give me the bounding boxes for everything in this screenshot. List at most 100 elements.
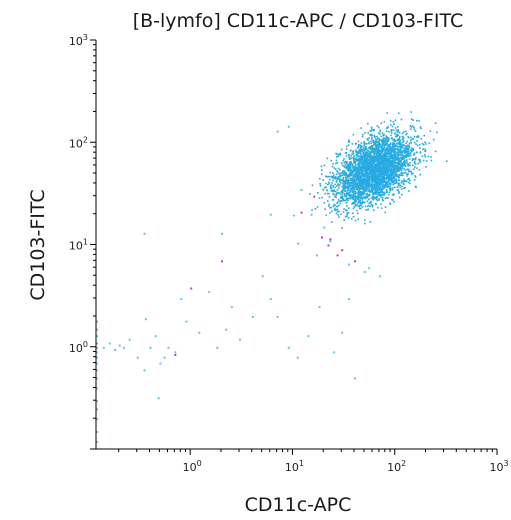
data-point — [378, 188, 381, 190]
data-point — [397, 162, 400, 165]
data-point — [368, 141, 370, 144]
data-point — [367, 153, 369, 155]
data-point — [356, 174, 358, 176]
data-point — [349, 183, 351, 186]
data-point — [366, 167, 368, 169]
data-point — [358, 170, 360, 173]
data-point — [379, 161, 382, 163]
data-point — [360, 157, 363, 160]
data-point — [375, 202, 377, 205]
data-point — [348, 158, 351, 160]
x-axis-label: CD11c-APC — [245, 494, 352, 516]
data-point — [379, 129, 381, 131]
data-point — [338, 204, 340, 207]
data-point — [375, 150, 378, 152]
data-point — [383, 173, 385, 175]
data-point — [347, 176, 349, 178]
data-point — [96, 362, 98, 365]
data-point — [367, 166, 369, 168]
data-point — [359, 155, 361, 158]
data-point — [336, 189, 339, 191]
data-point — [414, 185, 417, 188]
data-point — [346, 169, 349, 171]
data-point — [378, 168, 381, 170]
data-point — [128, 338, 131, 341]
data-point — [421, 155, 424, 157]
data-point — [428, 142, 431, 144]
data-point — [407, 178, 409, 181]
data-point — [348, 161, 351, 163]
data-point — [353, 178, 355, 181]
data-point — [370, 142, 372, 145]
data-point — [371, 169, 373, 172]
data-point — [357, 205, 359, 207]
data-point — [352, 196, 354, 199]
data-point — [364, 219, 366, 221]
data-point — [424, 155, 426, 158]
data-point — [337, 214, 339, 216]
data-point — [373, 149, 375, 151]
data-point — [348, 163, 350, 166]
data-point — [384, 197, 387, 200]
data-point — [358, 158, 360, 161]
data-point — [393, 157, 395, 159]
data-point — [375, 153, 377, 155]
data-point — [362, 160, 365, 163]
data-point — [344, 199, 347, 202]
data-point — [326, 157, 329, 160]
data-point — [387, 175, 389, 178]
data-point — [407, 149, 409, 151]
data-point — [375, 177, 377, 179]
data-point — [378, 170, 381, 173]
data-point — [392, 183, 394, 186]
data-point — [354, 166, 357, 168]
data-point — [335, 209, 337, 211]
data-point — [339, 168, 341, 171]
data-point — [374, 190, 377, 192]
data-point — [368, 267, 371, 270]
data-point — [397, 168, 399, 170]
data-point — [381, 169, 383, 171]
data-point — [373, 165, 376, 168]
data-point — [333, 167, 336, 169]
data-point — [399, 145, 401, 148]
data-point — [421, 142, 424, 145]
data-point — [378, 275, 381, 278]
data-point — [363, 144, 365, 146]
data-point — [341, 172, 344, 174]
data-point — [356, 196, 359, 198]
data-point — [382, 134, 384, 137]
data-point — [348, 175, 350, 178]
data-point — [410, 126, 413, 128]
data-point — [395, 135, 397, 138]
data-point — [378, 172, 380, 174]
data-point — [403, 172, 405, 174]
data-point — [360, 148, 363, 151]
data-point — [364, 196, 366, 199]
data-point — [402, 149, 404, 152]
data-point — [276, 316, 279, 318]
data-point — [405, 171, 407, 174]
data-point — [351, 164, 353, 167]
data-point — [351, 143, 354, 145]
data-point — [392, 129, 395, 131]
data-point — [361, 202, 364, 205]
data-point — [403, 160, 405, 163]
data-point — [387, 183, 389, 186]
data-point — [353, 196, 356, 199]
data-point — [381, 172, 384, 174]
data-point — [368, 194, 370, 196]
data-point — [401, 172, 404, 175]
data-point — [358, 199, 360, 202]
data-point — [412, 119, 414, 121]
data-point — [355, 159, 358, 162]
data-point — [384, 140, 387, 142]
data-point — [398, 140, 401, 143]
data-point — [377, 149, 379, 151]
data-point — [360, 142, 363, 144]
data-point — [339, 180, 341, 183]
data-point — [395, 144, 397, 147]
data-point — [397, 139, 400, 142]
data-point — [389, 186, 392, 188]
